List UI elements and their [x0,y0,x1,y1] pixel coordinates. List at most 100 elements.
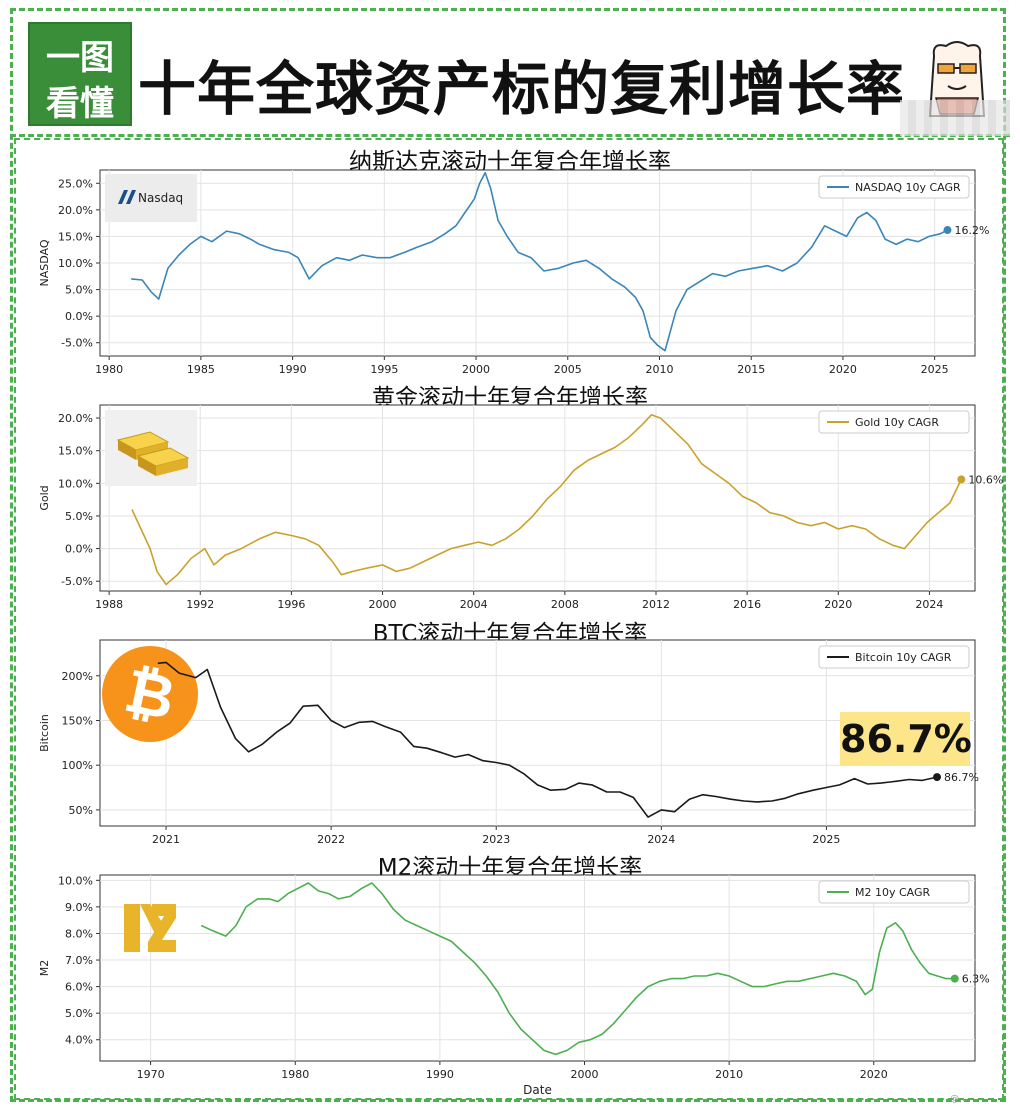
gold-x-tick-label: 2020 [824,598,852,611]
m2-y-tick-label: 10.0% [58,874,93,887]
nasdaq-x-tick-label: 1985 [187,363,215,376]
btc-y-tick-label: 50% [69,804,93,817]
btc-x-tick-label: 2025 [812,833,840,846]
nasdaq-last-point [943,226,952,235]
nasdaq-y-tick-label: 25.0% [58,177,93,190]
gold-x-tick-label: 2000 [369,598,397,611]
charts-frame [14,138,1004,1100]
gold-plot: 1988 1992 1996 2000 2004 2008 2012 2016 2020 2024… [38,404,976,611]
nasdaq-y-tick-label: 0.0% [65,310,93,323]
nasdaq-x-tick-label: 1995 [370,363,398,376]
m2-x-tick-label: 2000 [571,1068,599,1081]
gold-y-tick-label: 20.0% [58,412,93,425]
m2-x-tick-label: 1990 [426,1068,454,1081]
nasdaq-badge: Nasdaq [105,174,197,222]
btc-callout: 86.7% [840,712,972,766]
gold-y-tick-label: 5.0% [65,510,93,523]
m2-x-axis-label: Date [523,1083,552,1097]
nasdaq-y-tick-label: 15.0% [58,230,93,243]
gold-x-tick-label: 1996 [277,598,305,611]
btc-plot-area [99,639,976,827]
gold-series-line [131,413,963,586]
gold-bars-icon [105,410,197,486]
nasdaq-x-tick-label: 1980 [95,363,123,376]
gold-legend-box [818,410,970,434]
gold-x-tick-label: 2012 [642,598,670,611]
bitcoin-icon: ₿ [102,646,198,742]
m2-last-value-label: 6.3% [962,973,990,986]
nasdaq-legend-box [818,175,970,199]
gold-y-tick-label: 15.0% [58,445,93,458]
nasdaq-last-value-label: 16.2% [954,224,989,237]
m2-y-axis-label: M2 [38,960,51,977]
gold-y-tick-label: 0.0% [65,543,93,556]
m2-legend: M2 10y CAGR [818,880,970,904]
btc-y-axis-label: Bitcoin [38,714,51,752]
gold-last-value-label: 10.6% [968,473,1003,486]
nasdaq-legend: NASDAQ 10y CAGR [818,175,970,199]
nasdaq-legend-label: NASDAQ 10y CAGR [855,181,961,194]
m2-y-tick-label: 4.0% [65,1034,93,1047]
btc-series-line [157,661,938,818]
m2-y-tick-label: 9.0% [65,901,93,914]
btc-x-tick-label: 2021 [152,833,180,846]
m2-x-tick-label: 2020 [860,1068,888,1081]
m2-legend-label: M2 10y CAGR [855,886,931,899]
m2-y-tick-label: 8.0% [65,927,93,940]
m2-x-tick-label: 1970 [137,1068,165,1081]
m2-plot: 1970 1980 1990 2000 2010 2020 4.0% 5.0% 6.0% 7.0%… [38,874,976,1097]
btc-legend-label: Bitcoin 10y CAGR [855,651,952,664]
gold-x-tick-label: 1988 [95,598,123,611]
brand-logo-line-2: 看懂 [46,84,114,124]
gold-x-tick-label: 2008 [551,598,579,611]
nasdaq-series-line [131,171,948,352]
m2-last-point [950,974,959,983]
m2-y-tick-label: 6.0% [65,981,93,994]
gold-y-tick-label: 10.0% [58,477,93,490]
nasdaq-y-tick-label: 10.0% [58,257,93,270]
btc-legend-box [818,645,970,669]
gold-legend-label: Gold 10y CAGR [855,416,939,429]
nasdaq-x-tick-label: 1990 [279,363,307,376]
nasdaq-y-tick-label: 20.0% [58,204,93,217]
m2-y-tick-label: 7.0% [65,954,93,967]
nasdaq-logo-icon [118,190,136,204]
brand-logo: 一图 看懂 [28,22,132,126]
nasdaq-x-tick-label: 2000 [462,363,490,376]
gold-last-point [957,475,966,484]
btc-last-point [933,773,942,782]
m2-x-tick-label: 1980 [281,1068,309,1081]
watermark: @... [950,1094,968,1104]
btc-x-tick-label: 2023 [482,833,510,846]
m2-y-tick-label: 5.0% [65,1007,93,1020]
nasdaq-y-tick-label: 5.0% [65,284,93,297]
btc-legend: Bitcoin 10y CAGR [818,645,970,669]
btc-y-tick-label: 150% [62,714,93,727]
btc-y-tick-label: 200% [62,670,93,683]
gold-x-tick-label: 2016 [733,598,761,611]
gold-y-tick-label: -5.0% [61,575,93,588]
header-divider [10,134,1010,137]
nasdaq-x-tick-label: 2010 [645,363,673,376]
btc-y-tick-label: 100% [62,759,93,772]
gold-x-tick-label: 2004 [460,598,488,611]
nasdaq-x-tick-label: 2020 [829,363,857,376]
nasdaq-x-tick-label: 2025 [921,363,949,376]
gold-legend: Gold 10y CAGR [818,410,970,434]
gold-x-tick-label: 1992 [186,598,214,611]
m2-series-line [200,882,955,1056]
btc-plot: 2021 2022 2023 2024 2025 50% 100% 150% 200% Bitco… [38,639,976,846]
page-title: 十年全球资产标的复利增长率 [138,55,906,123]
btc-last-value-label: 86.7% [944,771,979,784]
m2-legend-box [818,880,970,904]
gold-x-tick-label: 2024 [915,598,943,611]
m2-logo-icon [124,904,176,952]
gold-plot-area [99,404,976,592]
gold-y-axis-label: Gold [38,485,51,510]
outer-frame [10,8,1006,1102]
nasdaq-badge-label: Nasdaq [138,191,183,205]
nasdaq-x-tick-label: 2005 [554,363,582,376]
